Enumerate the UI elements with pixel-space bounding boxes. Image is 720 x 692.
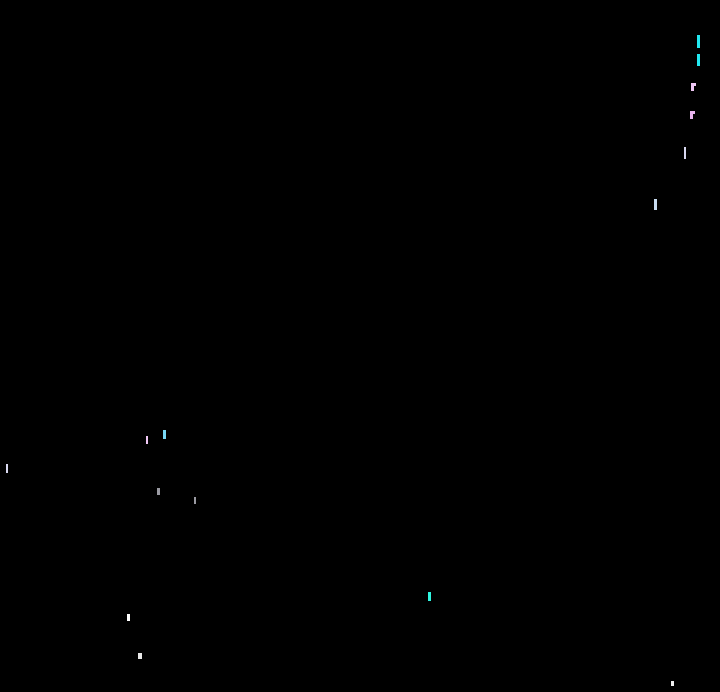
fragment-pink-glyph-b-serif bbox=[693, 111, 695, 114]
fragment-pink-cluster-left bbox=[146, 436, 148, 444]
fragment-cyan-tick-right bbox=[654, 199, 657, 210]
fragment-white-lower-left-a bbox=[127, 614, 130, 621]
fragment-cyan-bar-upper bbox=[697, 35, 700, 48]
fragment-white-lower-left-b bbox=[138, 653, 142, 659]
fragment-pink-glyph-b bbox=[690, 111, 693, 119]
fragment-cyan-cluster-top bbox=[163, 430, 166, 439]
fragment-grey-cluster-mid bbox=[157, 488, 160, 495]
fragment-pink-glyph-a-serif bbox=[694, 83, 696, 86]
fragment-pink-glyph-a bbox=[691, 83, 694, 91]
fragment-lavender-edge-left bbox=[6, 464, 8, 473]
fragment-cyan-center-bottom bbox=[428, 592, 431, 601]
fragment-cyan-bar-lower bbox=[697, 54, 700, 66]
fragment-white-bottom-right bbox=[671, 681, 674, 686]
fragment-grey-cluster-right bbox=[194, 497, 196, 504]
fragment-lavender-bar bbox=[684, 147, 686, 159]
